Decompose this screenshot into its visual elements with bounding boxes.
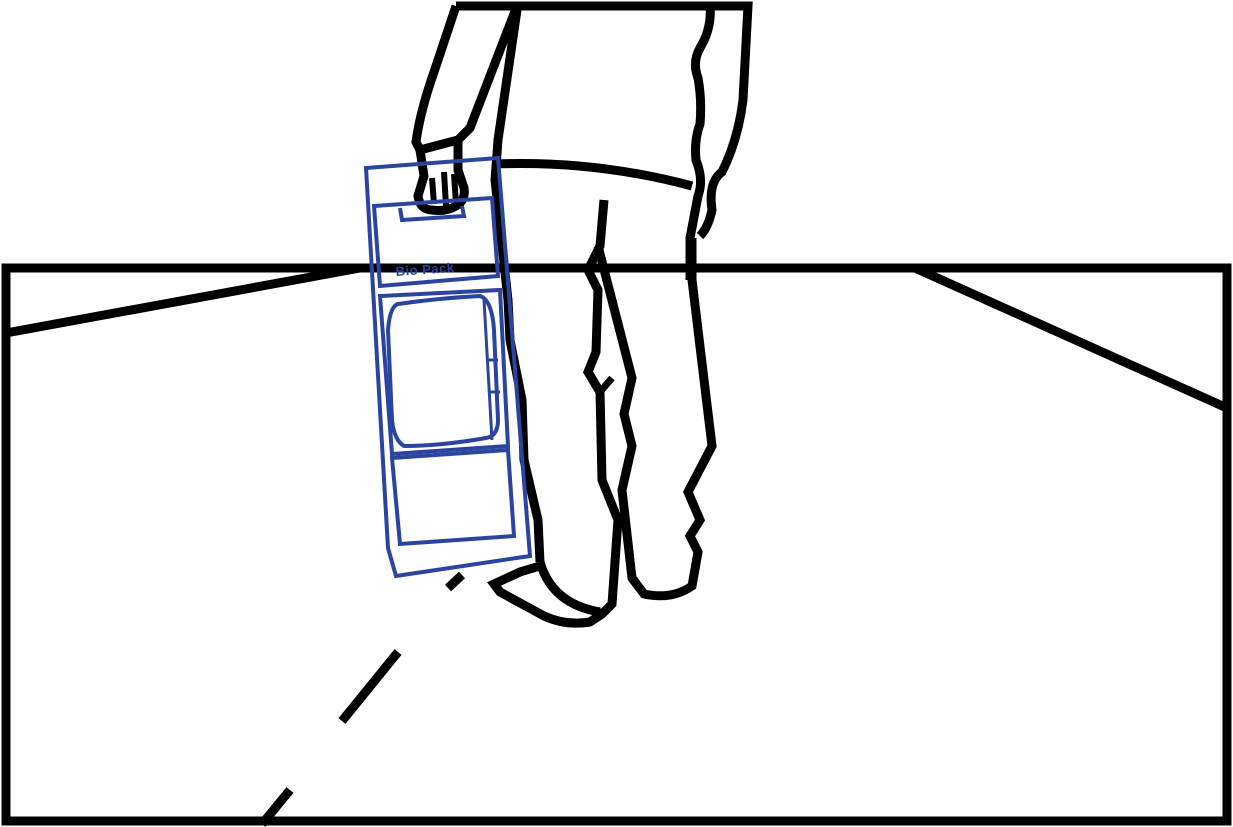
arm-outline [411, 4, 522, 156]
rear-leg-outline [487, 199, 623, 628]
person-figure [411, 1, 753, 628]
bag-window [385, 293, 501, 449]
bag-bottom-panel [389, 447, 517, 547]
floor-frame [1, 263, 1232, 826]
bag-outline [363, 155, 533, 579]
torso-outline [517, 1, 753, 240]
right-wall-edge [913, 263, 1229, 413]
dashed-floor-line [258, 571, 466, 827]
torso-back-fold [685, 5, 715, 280]
bag-handle-slot [398, 205, 467, 223]
dash-segment [258, 787, 294, 827]
bag-top-panel [371, 195, 501, 289]
bag-label: Bio Pack [395, 260, 455, 279]
dash-segment [338, 649, 402, 724]
bag-window-frame [482, 299, 500, 441]
bag-window-panel [377, 287, 511, 457]
room-outline [1, 263, 1232, 826]
left-wall-edge [5, 263, 361, 338]
front-leg-inner [593, 238, 717, 601]
dash-segment [444, 571, 466, 592]
shoe-curve [535, 560, 601, 617]
carried-bag: Bio Pack [363, 155, 533, 579]
knee-crease [597, 375, 615, 395]
front-leg-outline [490, 9, 545, 563]
waist-line [494, 158, 694, 191]
